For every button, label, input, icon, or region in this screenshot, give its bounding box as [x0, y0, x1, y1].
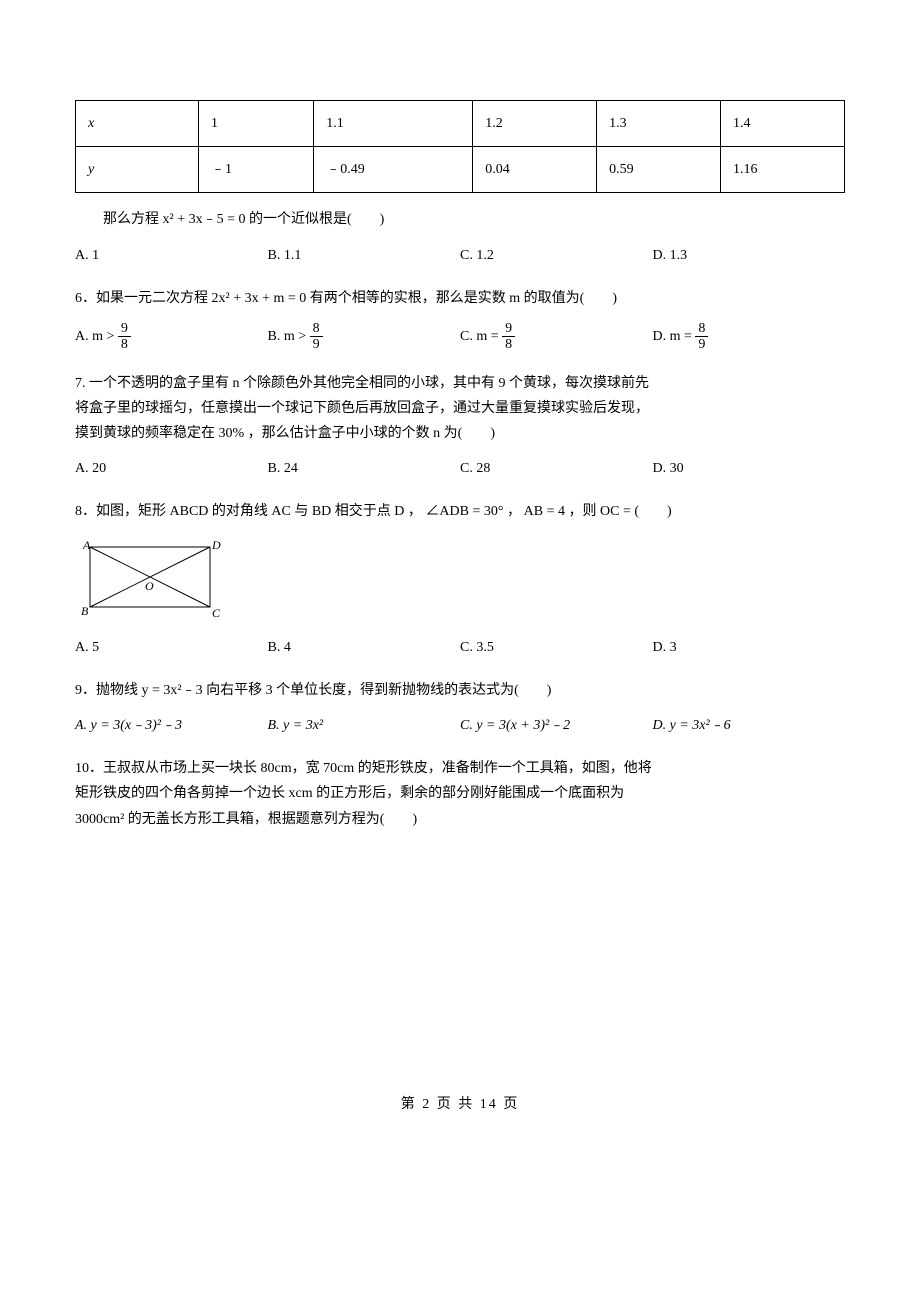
choice-c: C. y = 3(x + 3)²﹣2	[460, 713, 653, 738]
choice-c: C. 1.2	[460, 243, 653, 268]
q9-choices: A. y = 3(x﹣3)²﹣3 B. y = 3x² C. y = 3(x +…	[75, 713, 845, 738]
fraction: 89	[310, 321, 323, 353]
table-cell: ﹣0.49	[314, 147, 473, 193]
table-cell: 1	[199, 101, 314, 147]
choice-c: C. 3.5	[460, 635, 653, 660]
rectangle-diagram: A D B C O	[75, 535, 225, 625]
choice-prefix: B. m >	[268, 329, 310, 344]
table-cell: 0.04	[473, 147, 597, 193]
vertex-b: B	[81, 604, 89, 618]
q5-choices: A. 1 B. 1.1 C. 1.2 D. 1.3	[75, 243, 845, 268]
choice-a: A. 5	[75, 635, 268, 660]
table-cell: 1.16	[721, 147, 845, 193]
choice-d: D. 30	[653, 456, 846, 481]
q6-text: 6．如果一元二次方程 2x² + 3x + m = 0 有两个相等的实根，那么是…	[75, 286, 845, 311]
center-o: O	[145, 579, 154, 593]
xy-table: x 1 1.1 1.2 1.3 1.4 y ﹣1 ﹣0.49 0.04 0.59…	[75, 100, 845, 193]
q7-line2: 将盒子里的球摇匀，任意摸出一个球记下颜色后再放回盒子，通过大量重复摸球实验后发现…	[75, 396, 845, 421]
table-cell: 1.1	[314, 101, 473, 147]
choice-a: A. 20	[75, 456, 268, 481]
fraction: 89	[695, 321, 708, 353]
q5-text: 那么方程 x² + 3x﹣5 = 0 的一个近似根是( )	[75, 207, 845, 232]
table-cell: 1.3	[597, 101, 721, 147]
fraction: 98	[502, 321, 515, 353]
choice-prefix: C. m =	[460, 329, 502, 344]
table-row: y ﹣1 ﹣0.49 0.04 0.59 1.16	[76, 147, 845, 193]
q10-line3: 3000cm² 的无盖长方形工具箱，根据题意列方程为( )	[75, 807, 845, 832]
choice-d: D. y = 3x²﹣6	[653, 713, 846, 738]
q7-choices: A. 20 B. 24 C. 28 D. 30	[75, 456, 845, 481]
q7-line1: 7. 一个不透明的盒子里有 n 个除颜色外其他完全相同的小球，其中有 9 个黄球…	[75, 371, 845, 396]
vertex-d: D	[211, 538, 221, 552]
q8-text: 8．如图，矩形 ABCD 的对角线 AC 与 BD 相交于点 D ， ∠ADB …	[75, 499, 845, 524]
q8-choices: A. 5 B. 4 C. 3.5 D. 3	[75, 635, 845, 660]
q10-line1: 10．王叔叔从市场上买一块长 80cm，宽 70cm 的矩形铁皮，准备制作一个工…	[75, 756, 845, 781]
table-cell: 1.4	[721, 101, 845, 147]
choice-c: C. 28	[460, 456, 653, 481]
choice-b: B. 4	[268, 635, 461, 660]
choice-a: A. 1	[75, 243, 268, 268]
choice-d: D. m = 89	[653, 321, 846, 353]
fraction: 98	[118, 321, 131, 353]
table-cell: 0.59	[597, 147, 721, 193]
choice-b: B. 24	[268, 456, 461, 481]
q10-text: 10．王叔叔从市场上买一块长 80cm，宽 70cm 的矩形铁皮，准备制作一个工…	[75, 756, 845, 832]
q6-choices: A. m > 98 B. m > 89 C. m = 98 D. m = 89	[75, 321, 845, 353]
choice-b: B. m > 89	[268, 321, 461, 353]
choice-d: D. 3	[653, 635, 846, 660]
choice-a: A. y = 3(x﹣3)²﹣3	[75, 713, 268, 738]
table-row: x 1 1.1 1.2 1.3 1.4	[76, 101, 845, 147]
choice-b: B. y = 3x²	[268, 713, 461, 738]
row-label-y: y	[88, 162, 94, 177]
vertex-a: A	[82, 538, 91, 552]
choice-c: C. m = 98	[460, 321, 653, 353]
q10-line2: 矩形铁皮的四个角各剪掉一个边长 xcm 的正方形后，剩余的部分刚好能围成一个底面…	[75, 781, 845, 806]
choice-a: A. m > 98	[75, 321, 268, 353]
page-footer: 第 2 页 共 14 页	[75, 1092, 845, 1117]
q9-text: 9．抛物线 y = 3x²﹣3 向右平移 3 个单位长度，得到新抛物线的表达式为…	[75, 678, 845, 703]
table-cell: 1.2	[473, 101, 597, 147]
row-label-x: x	[88, 116, 94, 131]
choice-b: B. 1.1	[268, 243, 461, 268]
q7-line3: 摸到黄球的频率稳定在 30% ，那么估计盒子中小球的个数 n 为( )	[75, 421, 845, 446]
choice-d: D. 1.3	[653, 243, 846, 268]
table-cell: ﹣1	[199, 147, 314, 193]
vertex-c: C	[212, 606, 221, 620]
q7-text: 7. 一个不透明的盒子里有 n 个除颜色外其他完全相同的小球，其中有 9 个黄球…	[75, 371, 845, 447]
choice-prefix: A. m >	[75, 329, 118, 344]
choice-prefix: D. m =	[653, 329, 696, 344]
